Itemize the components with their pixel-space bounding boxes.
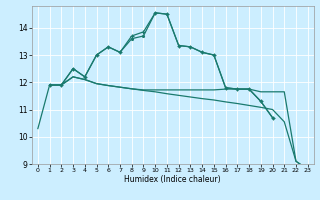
X-axis label: Humidex (Indice chaleur): Humidex (Indice chaleur) [124,175,221,184]
